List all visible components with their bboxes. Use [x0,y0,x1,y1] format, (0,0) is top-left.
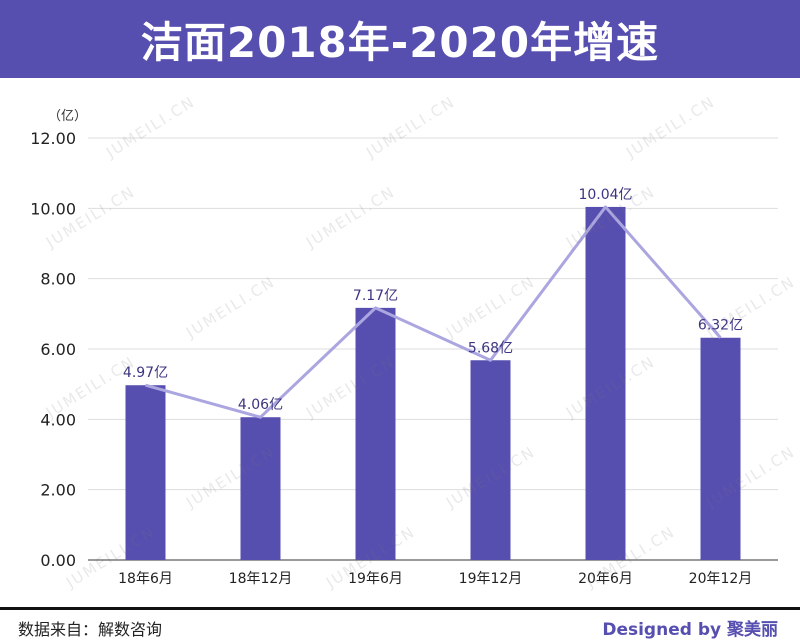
trend-line [145,205,722,419]
y-tick-label: 12.00 [30,129,76,148]
bar-chart: （亿） 0.00 2.00 4.00 6.00 8.00 10.00 12.00 4.97亿 4.… [30,109,778,587]
data-source: 数据来自：解数咨询 [18,620,163,639]
data-label: 6.32亿 [698,318,743,334]
title-banner: 洁面2018年-2020年增速 [0,0,800,78]
designed-by: Designed by 聚美丽 [602,620,778,640]
data-label: 10.04亿 [578,187,632,203]
data-label: 4.97亿 [123,365,168,381]
x-tick-label: 20年6月 [578,571,633,587]
y-tick-label: 4.00 [40,410,76,429]
y-tick-label: 0.00 [40,551,76,570]
y-tick-label: 2.00 [40,481,76,500]
y-tick-label: 8.00 [40,270,76,289]
data-label: 7.17亿 [353,288,398,304]
y-unit-label: （亿） [48,109,87,124]
data-label: 4.06亿 [238,397,283,413]
y-tick-label: 6.00 [40,340,76,359]
bar [355,307,396,560]
x-tick-label: 18年6月 [118,571,173,587]
bar [700,337,741,560]
x-tick-label: 18年12月 [229,571,293,587]
bar [125,385,166,560]
y-tick-label: 10.00 [30,199,76,218]
bar [470,360,511,560]
chart-title: 洁面2018年-2020年增速 [140,17,660,67]
bar [240,417,281,560]
x-tick-label: 20年12月 [689,571,753,587]
bottom-divider [0,607,800,610]
bar [585,206,626,560]
x-tick-label: 19年6月 [348,571,403,587]
x-tick-label: 19年12月 [459,571,523,587]
data-label: 5.68亿 [468,340,513,356]
